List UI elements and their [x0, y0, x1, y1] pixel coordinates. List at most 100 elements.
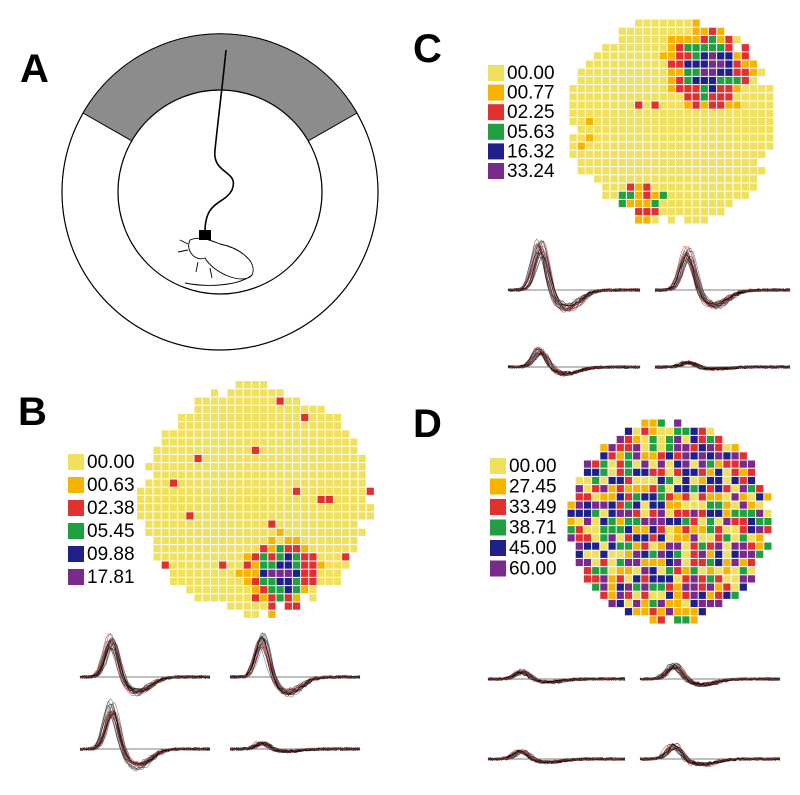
map-cell	[690, 476, 698, 485]
map-cell	[739, 567, 747, 575]
map-cell	[684, 158, 692, 167]
map-cell	[733, 191, 741, 199]
map-cell	[667, 183, 676, 191]
map-cell	[219, 545, 227, 553]
map-cell	[764, 542, 772, 550]
map-cell	[692, 175, 700, 183]
map-cell	[649, 419, 657, 427]
map-cell	[342, 438, 350, 446]
map-cell	[624, 575, 633, 583]
map-cell	[235, 602, 243, 610]
legend-label: 02.25	[507, 102, 555, 123]
map-cell	[577, 167, 585, 175]
map-cell	[350, 545, 358, 553]
spike-trace	[79, 713, 211, 765]
map-cell	[725, 199, 733, 208]
map-cell	[317, 405, 325, 413]
map-cell	[674, 591, 682, 599]
map-cell	[626, 44, 635, 52]
map-cell	[276, 553, 284, 561]
map-cell	[169, 479, 178, 487]
map-cell	[626, 35, 635, 44]
map-cell	[350, 479, 358, 487]
map-cell	[618, 52, 626, 60]
map-cell	[309, 454, 317, 463]
map-cell	[567, 509, 575, 517]
map-cell	[600, 460, 608, 468]
map-cell	[766, 142, 774, 150]
map-cell	[186, 479, 194, 487]
map-cell	[708, 101, 717, 109]
map-cell	[684, 27, 692, 35]
map-cell	[725, 150, 733, 158]
map-cell	[643, 199, 651, 208]
map-cell	[616, 599, 624, 608]
map-cell	[161, 463, 169, 471]
map-cell	[715, 476, 723, 485]
map-cell	[624, 526, 633, 534]
map-cell	[301, 463, 309, 471]
map-cell	[309, 586, 317, 594]
map-cell	[358, 504, 366, 512]
map-cell	[186, 422, 194, 430]
map-cell	[602, 76, 610, 85]
map-cell	[692, 216, 700, 224]
map-cell	[723, 476, 731, 485]
map-cell	[325, 471, 333, 479]
map-cell	[219, 594, 227, 602]
map-cell	[301, 528, 309, 536]
map-cell	[741, 52, 749, 60]
map-cell	[649, 444, 657, 452]
map-cell	[690, 575, 698, 583]
map-cell	[626, 191, 635, 199]
map-cell	[243, 422, 251, 430]
map-cell	[643, 134, 651, 142]
map-cell	[260, 413, 268, 422]
map-cell	[178, 463, 186, 471]
map-cell	[602, 101, 610, 109]
map-cell	[618, 183, 626, 191]
map-cell	[659, 126, 667, 134]
map-cell	[706, 501, 715, 509]
map-cell	[649, 583, 657, 591]
map-cell	[723, 517, 731, 526]
map-cell	[333, 495, 342, 504]
map-cell	[358, 471, 366, 479]
map-cell	[749, 68, 758, 76]
map-cell	[260, 577, 268, 586]
map-cell	[194, 446, 202, 454]
map-cell	[717, 150, 725, 158]
map-cell	[592, 485, 600, 493]
map-cell	[715, 509, 723, 517]
map-cell	[715, 526, 723, 534]
map-cell	[633, 526, 641, 534]
map-cell	[569, 142, 577, 150]
map-cell	[690, 583, 698, 591]
map-cell	[178, 528, 186, 536]
map-cell	[659, 93, 667, 101]
map-cell	[276, 586, 284, 594]
map-cell	[676, 27, 684, 35]
map-cell	[643, 208, 651, 216]
map-cell	[690, 591, 698, 599]
map-cell	[251, 454, 260, 463]
map-cell	[739, 468, 747, 476]
map-cell	[600, 444, 608, 452]
map-cell	[317, 545, 325, 553]
map-cell	[635, 44, 643, 52]
map-cell	[301, 454, 309, 463]
spike-trace	[487, 668, 626, 684]
map-cell	[583, 468, 592, 476]
map-cell	[210, 553, 219, 561]
map-cell	[624, 550, 633, 558]
map-cell	[676, 134, 684, 142]
map-cell	[251, 610, 260, 618]
map-cell	[227, 479, 235, 487]
map-cell	[659, 158, 667, 167]
map-cell	[292, 438, 301, 446]
map-cell	[194, 479, 202, 487]
map-cell	[284, 528, 292, 536]
map-cell	[733, 52, 741, 60]
map-cell	[594, 126, 602, 134]
map-cell	[575, 509, 583, 517]
